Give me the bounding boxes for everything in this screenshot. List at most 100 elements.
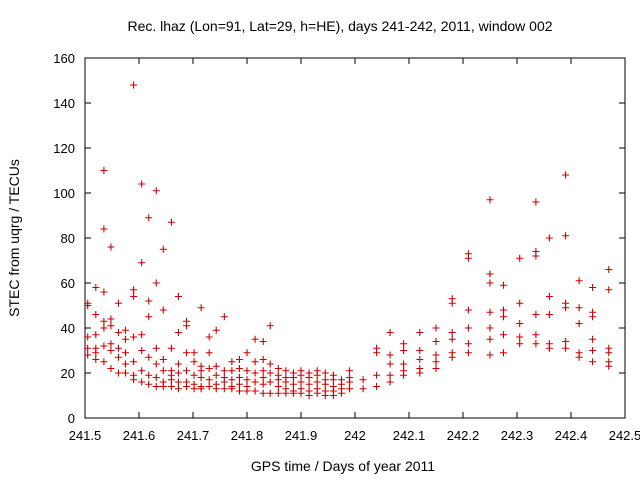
data-point [266, 389, 274, 397]
data-point [228, 367, 236, 375]
data-point [289, 389, 297, 397]
data-point [321, 369, 329, 377]
data-point [159, 245, 167, 253]
data-point [274, 376, 282, 384]
data-point [130, 376, 138, 384]
data-point [152, 360, 160, 368]
data-point [321, 392, 329, 399]
y-tick-label: 80 [61, 231, 75, 246]
data-point [448, 335, 456, 343]
data-point [266, 378, 274, 386]
y-tick-label: 60 [61, 276, 75, 291]
data-point [174, 293, 182, 300]
data-point [259, 356, 267, 363]
data-point [416, 369, 424, 377]
data-point [282, 367, 290, 375]
data-point [448, 353, 456, 361]
data-point [386, 378, 394, 386]
data-point [282, 378, 290, 386]
data-point [516, 333, 524, 341]
data-point [220, 378, 228, 386]
data-point [235, 374, 243, 381]
data-point [589, 335, 597, 343]
data-point [562, 344, 570, 352]
data-point [159, 383, 167, 390]
data-point [138, 378, 146, 386]
data-point [235, 387, 243, 395]
data-point [205, 365, 213, 372]
data-point [562, 304, 570, 312]
data-point [400, 340, 408, 348]
data-point [100, 225, 108, 233]
data-point [220, 313, 228, 321]
data-point [152, 279, 160, 287]
data-point [432, 365, 440, 372]
data-point [464, 324, 472, 332]
data-point [205, 349, 213, 357]
data-point [400, 371, 408, 379]
data-point [159, 306, 167, 314]
data-point [274, 383, 282, 390]
x-axis-label: GPS time / Days of year 2011 [251, 458, 435, 474]
data-point [243, 349, 251, 357]
data-point [575, 277, 583, 285]
data-point [212, 362, 220, 370]
data-point [251, 387, 259, 395]
data-point [174, 378, 182, 386]
data-point [251, 335, 259, 343]
data-point [92, 356, 100, 363]
data-point [92, 331, 100, 339]
data-point [183, 383, 191, 390]
y-tick-label: 120 [53, 141, 75, 156]
data-point [500, 331, 507, 339]
data-point [114, 329, 122, 336]
data-point [464, 254, 472, 262]
x-tick-label: 242.3 [501, 428, 534, 443]
data-point [359, 376, 367, 384]
data-point [107, 315, 115, 323]
data-point [130, 286, 138, 294]
x-tick-label: 241.6 [123, 428, 156, 443]
data-point [100, 167, 108, 174]
data-points [84, 81, 613, 399]
data-point [532, 311, 540, 318]
data-point [138, 367, 146, 375]
data-point [605, 349, 613, 357]
data-point [84, 333, 92, 341]
data-point [274, 389, 282, 397]
data-point [205, 333, 213, 341]
data-point [100, 288, 108, 296]
data-point [464, 349, 472, 357]
data-point [486, 324, 494, 332]
data-point [545, 311, 553, 318]
data-point [145, 214, 153, 222]
data-point [228, 376, 236, 384]
data-point [321, 380, 329, 388]
chart-title: Rec. lhaz (Lon=91, Lat=29, h=HE), days 2… [127, 18, 552, 34]
data-point [138, 331, 146, 339]
data-point [138, 259, 146, 267]
data-point [235, 365, 243, 372]
data-point [545, 234, 553, 242]
y-axis: 0 20 40 60 80 100 120 140 160 [53, 51, 625, 426]
data-point [130, 81, 138, 89]
data-point [114, 353, 122, 361]
x-tick-label: 241.9 [285, 428, 318, 443]
data-point [84, 344, 92, 352]
data-point [545, 344, 553, 352]
data-point [145, 371, 153, 379]
data-point [100, 358, 108, 366]
y-tick-label: 140 [53, 96, 75, 111]
data-point [145, 380, 153, 388]
data-point [386, 371, 394, 379]
data-point [346, 378, 354, 386]
data-point [251, 378, 259, 386]
data-point [145, 353, 153, 361]
data-point [373, 371, 381, 379]
data-point [100, 317, 108, 325]
data-point [228, 358, 236, 366]
data-point [289, 380, 297, 388]
plot-border [84, 57, 626, 419]
data-point [197, 385, 205, 393]
data-point [486, 351, 494, 359]
